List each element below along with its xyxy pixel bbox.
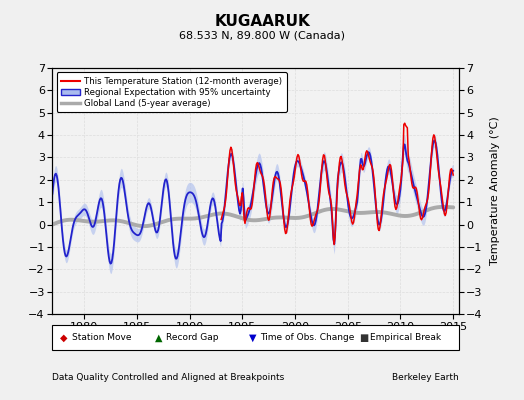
Y-axis label: Temperature Anomaly (°C): Temperature Anomaly (°C) [489, 117, 499, 265]
Text: ■: ■ [359, 333, 368, 342]
Legend: This Temperature Station (12-month average), Regional Expectation with 95% uncer: This Temperature Station (12-month avera… [57, 72, 287, 112]
Text: Time of Obs. Change: Time of Obs. Change [260, 333, 355, 342]
Text: 68.533 N, 89.800 W (Canada): 68.533 N, 89.800 W (Canada) [179, 30, 345, 40]
Text: ◆: ◆ [60, 333, 68, 342]
Text: Record Gap: Record Gap [166, 333, 219, 342]
Text: Empirical Break: Empirical Break [370, 333, 442, 342]
Text: Station Move: Station Move [72, 333, 132, 342]
Text: ▼: ▼ [249, 333, 256, 342]
Text: ▲: ▲ [155, 333, 162, 342]
Text: KUGAARUK: KUGAARUK [214, 14, 310, 29]
Text: Data Quality Controlled and Aligned at Breakpoints: Data Quality Controlled and Aligned at B… [52, 373, 285, 382]
Text: Berkeley Earth: Berkeley Earth [392, 373, 458, 382]
